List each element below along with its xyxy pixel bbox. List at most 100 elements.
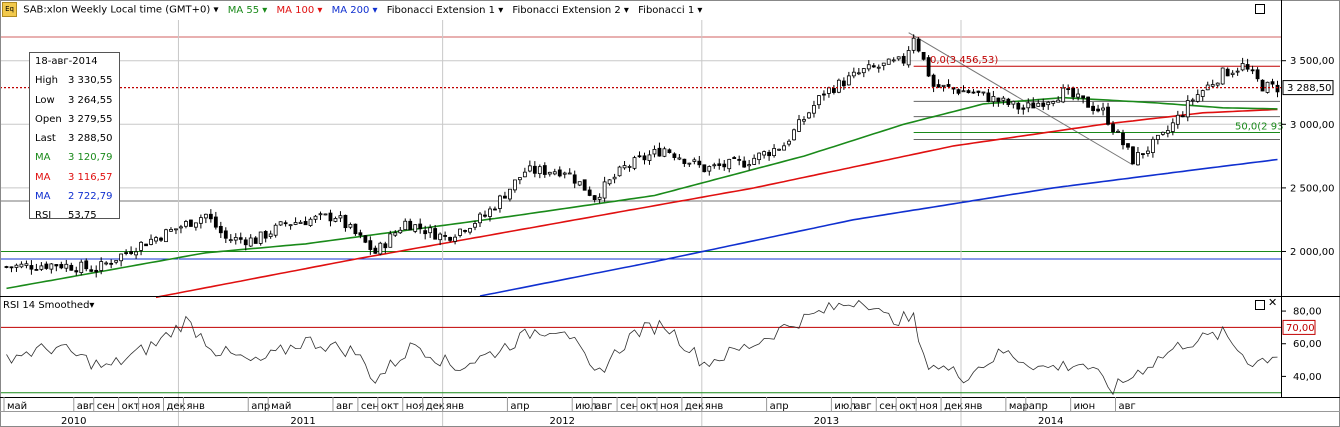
candle-body [64, 263, 69, 269]
month-label: авг [336, 401, 353, 412]
candle-body [1260, 79, 1265, 92]
candle-body [1225, 68, 1230, 77]
candle-body [652, 148, 657, 155]
candle-body [44, 263, 49, 269]
candle-body [961, 90, 966, 93]
candle-body [493, 208, 497, 211]
candle-body [169, 228, 173, 232]
candle-body [418, 223, 423, 230]
candle-body [1041, 102, 1046, 107]
candle-body [817, 95, 821, 106]
ma200-legend[interactable]: MA 200 ▾ [331, 4, 378, 16]
candle-body [717, 163, 722, 166]
candle-body [662, 148, 667, 157]
candle-body [881, 62, 886, 66]
price-tick-label: 3 500,00 [1290, 56, 1335, 67]
candle-body [228, 239, 233, 242]
candle-body [742, 160, 747, 168]
candle-body [632, 157, 637, 169]
candle-body [114, 260, 119, 263]
rsi-tick-label: 60,00 [1293, 339, 1322, 350]
candle-body [109, 262, 114, 265]
candle-body [582, 179, 587, 191]
candle-body [517, 177, 522, 181]
candle-body [936, 84, 941, 88]
candle-body [1066, 88, 1071, 90]
candle-body [363, 235, 368, 243]
candle-body [223, 230, 228, 239]
candle-body [124, 252, 129, 254]
candle-body [677, 157, 682, 160]
candle-body [84, 260, 89, 270]
month-label: дек [426, 401, 445, 412]
candle-body [597, 196, 602, 200]
candle-body [119, 253, 124, 262]
candle-body [996, 97, 1001, 102]
candle-body [1026, 102, 1031, 109]
fib-ext2-legend[interactable]: Fibonacci Extension 2 ▾ [512, 4, 629, 16]
candle-body [622, 165, 627, 169]
last-price-label: 3 288,50 [1287, 83, 1332, 94]
ma100-legend[interactable]: MA 100 ▾ [276, 4, 323, 16]
candle-body [154, 237, 158, 242]
fib-ext1-legend[interactable]: Fibonacci Extension 1 ▾ [386, 4, 504, 16]
candle-body [174, 228, 178, 231]
info-row-value: 53,75 [68, 210, 97, 222]
ma55-legend[interactable]: MA 55 ▾ [227, 4, 268, 16]
candle-body [986, 92, 991, 103]
candle-body [458, 228, 462, 236]
candle-body [906, 50, 911, 66]
chart-logo-icon[interactable]: Eq [2, 2, 17, 17]
candle-body [478, 213, 482, 224]
month-label: авг [595, 401, 612, 412]
month-label: апр [510, 401, 529, 412]
symbol-selector[interactable]: SAB:xlon Weekly Local time (GMT+0) ▾ [23, 4, 219, 16]
month-label: июн [1074, 401, 1095, 412]
candle-body [293, 222, 298, 225]
candle-body [1210, 84, 1215, 87]
month-label: ноя [919, 401, 938, 412]
candle-body [189, 219, 193, 227]
info-row-value: 3 120,79 [68, 152, 113, 164]
candle-body [697, 160, 702, 166]
maximize-price-button[interactable] [1255, 4, 1265, 14]
candle-body [184, 221, 188, 227]
info-row-value: 3 264,55 [68, 94, 113, 106]
candle-body [218, 225, 223, 234]
candle-body [428, 227, 433, 234]
candle-body [74, 270, 79, 273]
candle-body [976, 90, 981, 93]
month-label: авг [854, 401, 871, 412]
candle-body [243, 239, 248, 246]
month-label: янв [186, 401, 205, 412]
candle-body [1146, 150, 1150, 154]
info-row-label: Low [35, 94, 55, 106]
month-label: сен [879, 401, 897, 412]
candle-body [896, 56, 901, 60]
candle-body [1056, 99, 1061, 103]
month-label: июл [834, 401, 855, 412]
candle-body [378, 242, 383, 255]
candle-body [348, 224, 353, 228]
rsi-close-button[interactable]: ✕ [1268, 296, 1278, 309]
candle-body [557, 169, 562, 177]
rsi-maximize-button[interactable] [1255, 300, 1265, 310]
candle-body [1175, 114, 1180, 125]
candle-body [198, 217, 203, 224]
candle-body [767, 151, 772, 157]
candle-body [308, 218, 313, 226]
candle-body [617, 166, 622, 177]
fib1-legend[interactable]: Fibonacci 1 ▾ [638, 4, 703, 16]
candle-body [562, 172, 567, 175]
month-label: сен [97, 401, 115, 412]
candle-body [483, 214, 487, 217]
candle-body [1250, 69, 1255, 72]
candle-body [1126, 143, 1130, 148]
rsi-header[interactable]: RSI 14 Smoothed▾ [3, 300, 95, 311]
candle-body [592, 195, 597, 201]
candle-body [861, 68, 866, 74]
candle-body [393, 232, 398, 236]
candle-body [956, 89, 961, 94]
candle-body [99, 261, 104, 271]
month-label: сен [361, 401, 379, 412]
